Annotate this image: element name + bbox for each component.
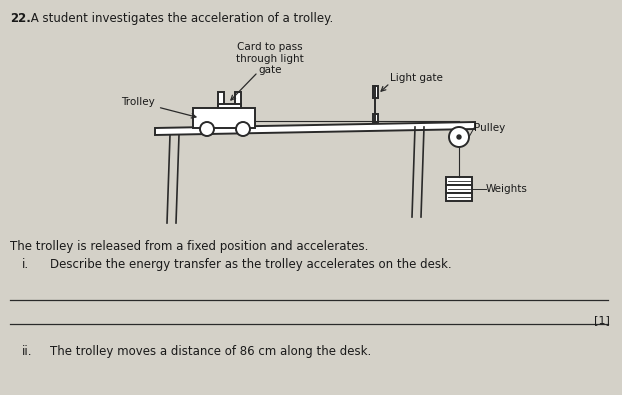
Bar xyxy=(446,193,472,201)
Bar xyxy=(235,92,241,108)
Text: Weights: Weights xyxy=(486,184,528,194)
Bar xyxy=(373,114,378,122)
Text: Describe the energy transfer as the trolley accelerates on the desk.: Describe the energy transfer as the trol… xyxy=(50,258,452,271)
Text: Light gate: Light gate xyxy=(390,73,443,83)
Text: The trolley moves a distance of 86 cm along the desk.: The trolley moves a distance of 86 cm al… xyxy=(50,345,371,358)
Circle shape xyxy=(200,122,214,136)
Text: ii.: ii. xyxy=(22,345,32,358)
Circle shape xyxy=(449,127,469,147)
Bar xyxy=(218,104,241,108)
Circle shape xyxy=(236,122,250,136)
Bar xyxy=(446,177,472,185)
Bar xyxy=(193,108,255,128)
Text: i.: i. xyxy=(22,258,29,271)
Bar xyxy=(218,92,224,108)
Polygon shape xyxy=(155,122,475,135)
Text: Card to pass
through light
gate: Card to pass through light gate xyxy=(236,42,304,75)
Bar xyxy=(373,86,378,98)
Text: [1]: [1] xyxy=(594,315,610,325)
Text: The trolley is released from a fixed position and accelerates.: The trolley is released from a fixed pos… xyxy=(10,240,368,253)
Circle shape xyxy=(457,135,461,139)
Bar xyxy=(446,185,472,193)
Text: A student investigates the acceleration of a trolley.: A student investigates the acceleration … xyxy=(27,12,333,25)
Text: Trolley: Trolley xyxy=(121,97,196,118)
Text: 22.: 22. xyxy=(10,12,31,25)
Text: Pulley: Pulley xyxy=(474,123,505,133)
